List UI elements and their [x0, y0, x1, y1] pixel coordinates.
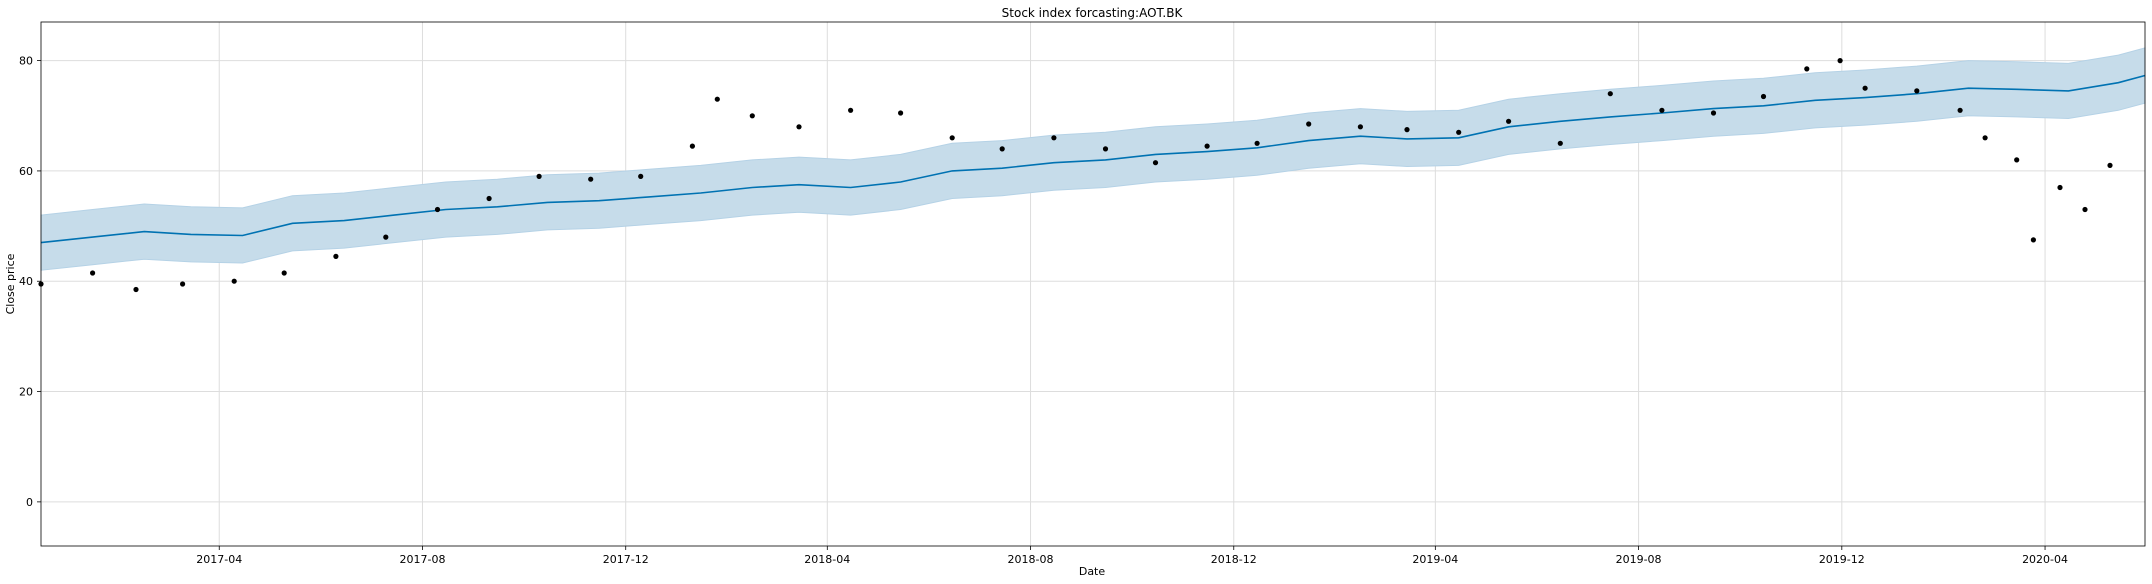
- data-point: [949, 135, 955, 141]
- data-point: [1557, 140, 1563, 146]
- x-tick-label: 2018-04: [804, 553, 850, 566]
- data-point: [2082, 206, 2088, 213]
- data-point: [1204, 143, 1210, 149]
- data-point: [1957, 107, 1963, 113]
- data-point: [1404, 127, 1410, 133]
- data-point: [638, 173, 644, 179]
- data-point: [133, 286, 139, 293]
- data-point: [1152, 160, 1159, 166]
- data-point: [999, 146, 1005, 152]
- data-point: [2057, 184, 2063, 191]
- chart-title: Stock index forcasting:AOT.BK: [1002, 6, 1184, 20]
- data-point: [848, 107, 854, 113]
- y-tick-label: 20: [19, 386, 33, 399]
- data-point: [2014, 157, 2020, 163]
- y-tick-label: 0: [26, 496, 33, 509]
- forecast-line: [40, 74, 2146, 244]
- data-point: [2107, 162, 2113, 168]
- data-point: [1357, 124, 1363, 130]
- data-point: [1607, 91, 1613, 97]
- x-tick-label: 2017-12: [603, 553, 649, 566]
- y-tick-label: 40: [19, 275, 33, 288]
- x-tick-label: 2018-08: [1008, 553, 1054, 566]
- data-point: [1710, 110, 1717, 116]
- x-tick-label: 2017-08: [400, 553, 446, 566]
- data-point: [281, 270, 287, 276]
- y-axis-label: Close price: [4, 253, 17, 314]
- data-point: [434, 206, 441, 213]
- data-point: [1102, 146, 1109, 152]
- data-point: [1760, 93, 1767, 100]
- y-axis: 0 20 40 60 80: [19, 55, 41, 509]
- data-point: [898, 110, 904, 116]
- x-tick-label: 2020-04: [2022, 553, 2068, 566]
- x-tick-label: 2019-04: [1412, 553, 1458, 566]
- data-point: [383, 234, 389, 240]
- data-point: [1306, 121, 1312, 127]
- data-point: [714, 96, 720, 102]
- data-point: [1982, 135, 1988, 141]
- data-point: [231, 278, 237, 284]
- data-point: [1456, 129, 1462, 135]
- data-point: [2030, 237, 2036, 243]
- x-axis: 2017-04 2017-08 2017-12 2018-04 2018-08 2018-…: [196, 546, 2068, 566]
- data-point: [689, 143, 696, 149]
- data-point: [536, 173, 542, 179]
- data-point: [333, 253, 339, 259]
- data-point: [486, 195, 492, 202]
- data-point: [1051, 135, 1057, 141]
- x-tick-label: 2017-04: [196, 553, 242, 566]
- data-point: [1914, 88, 1920, 94]
- data-point: [588, 176, 594, 182]
- data-point: [180, 281, 186, 287]
- data-point: [1862, 85, 1868, 91]
- data-point: [90, 270, 96, 276]
- data-point: [749, 113, 755, 119]
- plot-frame: [40, 21, 2146, 547]
- data-point: [796, 124, 802, 130]
- x-tick-label: 2018-12: [1211, 553, 1257, 566]
- actual-points: [38, 58, 2113, 293]
- data-point: [1254, 140, 1260, 146]
- y-tick-label: 80: [19, 55, 33, 68]
- y-tick-label: 60: [19, 165, 33, 178]
- data-point: [1804, 66, 1810, 72]
- x-tick-label: 2019-12: [1819, 553, 1865, 566]
- uncertainty-band: [40, 47, 2146, 271]
- data-point: [1506, 118, 1512, 124]
- data-point: [1837, 58, 1843, 64]
- x-axis-label: Date: [1079, 565, 1106, 578]
- data-point: [1659, 107, 1665, 113]
- x-tick-label: 2019-08: [1616, 553, 1662, 566]
